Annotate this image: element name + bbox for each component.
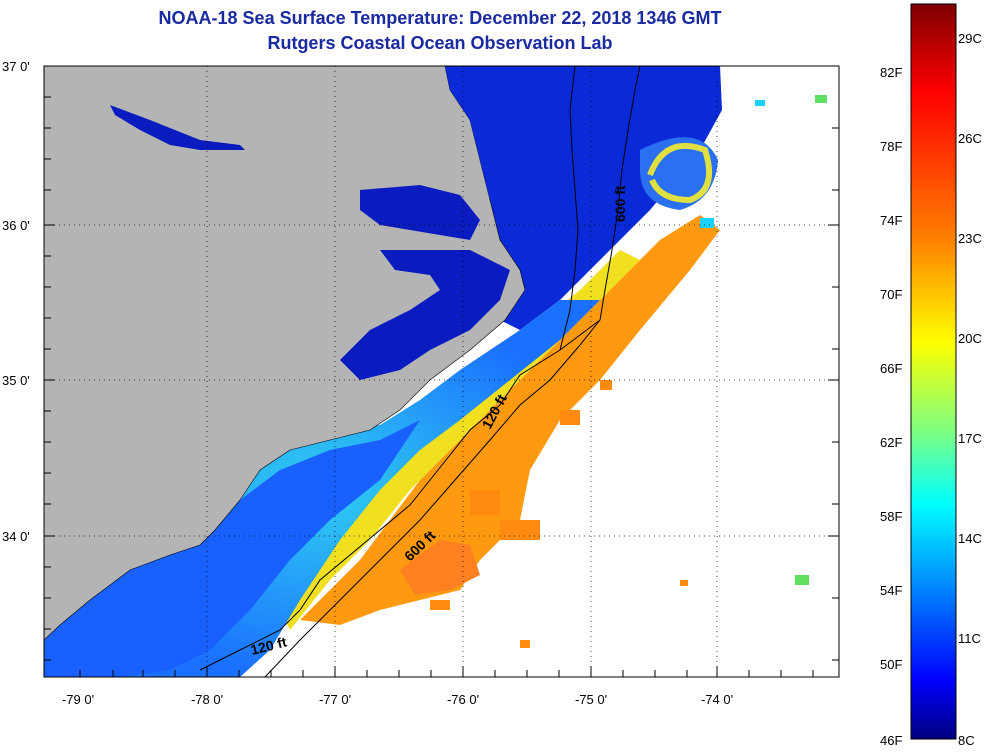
colorbar-f-label: 58F xyxy=(880,509,902,524)
map-subtitle: Rutgers Coastal Ocean Observation Lab xyxy=(267,33,613,53)
colorbar-f-label: 62F xyxy=(880,435,902,450)
colorbar-f-label: 74F xyxy=(880,213,902,228)
nearshore-blue xyxy=(44,420,420,677)
offshore-cool-pixels xyxy=(795,95,827,585)
colorbar-c-label: 20C xyxy=(958,331,982,346)
map-frame xyxy=(43,65,840,678)
lat-label: 34 0' xyxy=(2,529,30,544)
contour-120ft-north xyxy=(559,66,579,351)
albemarle-sound xyxy=(360,185,480,240)
colorbar-f-label: 70F xyxy=(880,287,902,302)
colorbar-celsius-labels: 29C 26C 23C 20C 17C 14C 11C 8C xyxy=(958,31,982,748)
colorbar-c-label: 11C xyxy=(958,631,981,646)
lon-label: -78 0' xyxy=(191,692,223,707)
pamlico-sound xyxy=(340,250,510,380)
colorbar-c-label: 26C xyxy=(958,131,982,146)
contour-label-600ft-north: 600 ft xyxy=(612,185,628,222)
lon-label: -74 0' xyxy=(701,692,733,707)
lon-label: -79 0' xyxy=(62,692,94,707)
chesapeake-inlet xyxy=(110,105,245,150)
colorbar-fahrenheit-labels: 82F 78F 74F 70F 66F 62F 58F 54F 50F 46F xyxy=(880,65,902,748)
frame-ticks xyxy=(44,96,839,677)
contour-600ft-south xyxy=(264,319,601,677)
latitude-labels: 37 0' 36 0' 35 0' 34 0' xyxy=(2,59,30,544)
offshore-warm-pixels xyxy=(430,380,688,648)
colorbar-f-label: 50F xyxy=(880,657,902,672)
colorbar-f-label: 78F xyxy=(880,139,902,154)
map-title: NOAA-18 Sea Surface Temperature: Decembe… xyxy=(158,8,722,28)
orange-patch-south xyxy=(400,540,480,595)
north-shelf-cold xyxy=(445,66,500,200)
colorbar-f-label: 54F xyxy=(880,583,902,598)
lon-label: -77 0' xyxy=(319,692,351,707)
map-gridlines xyxy=(44,66,839,677)
eddy-yellow xyxy=(647,143,713,204)
colorbar-f-label: 66F xyxy=(880,361,902,376)
lon-label: -76 0' xyxy=(447,692,479,707)
lon-label: -75 0' xyxy=(575,692,607,707)
contour-600ft-north xyxy=(599,66,641,321)
contour-120ft-south xyxy=(199,319,601,671)
map-area xyxy=(44,66,839,677)
colorbar-c-label: 8C xyxy=(958,733,975,748)
colorbar-f-label: 82F xyxy=(880,65,902,80)
colorbar-c-label: 23C xyxy=(958,231,982,246)
longitude-labels: -79 0' -78 0' -77 0' -76 0' -75 0' -74 0… xyxy=(62,692,733,707)
gulfstream-edge-pixels xyxy=(700,100,765,228)
temperature-colorbar xyxy=(910,3,957,740)
colorbar-c-label: 29C xyxy=(958,31,982,46)
lat-label: 35 0' xyxy=(2,373,30,388)
colorbar-c-label: 17C xyxy=(958,431,982,446)
colorbar-c-label: 14C xyxy=(958,531,982,546)
lat-label: 36 0' xyxy=(2,218,30,233)
colorbar-f-label: 46F xyxy=(880,733,902,748)
lat-label: 37 0' xyxy=(2,59,30,74)
warm-offshore-water xyxy=(300,215,720,625)
